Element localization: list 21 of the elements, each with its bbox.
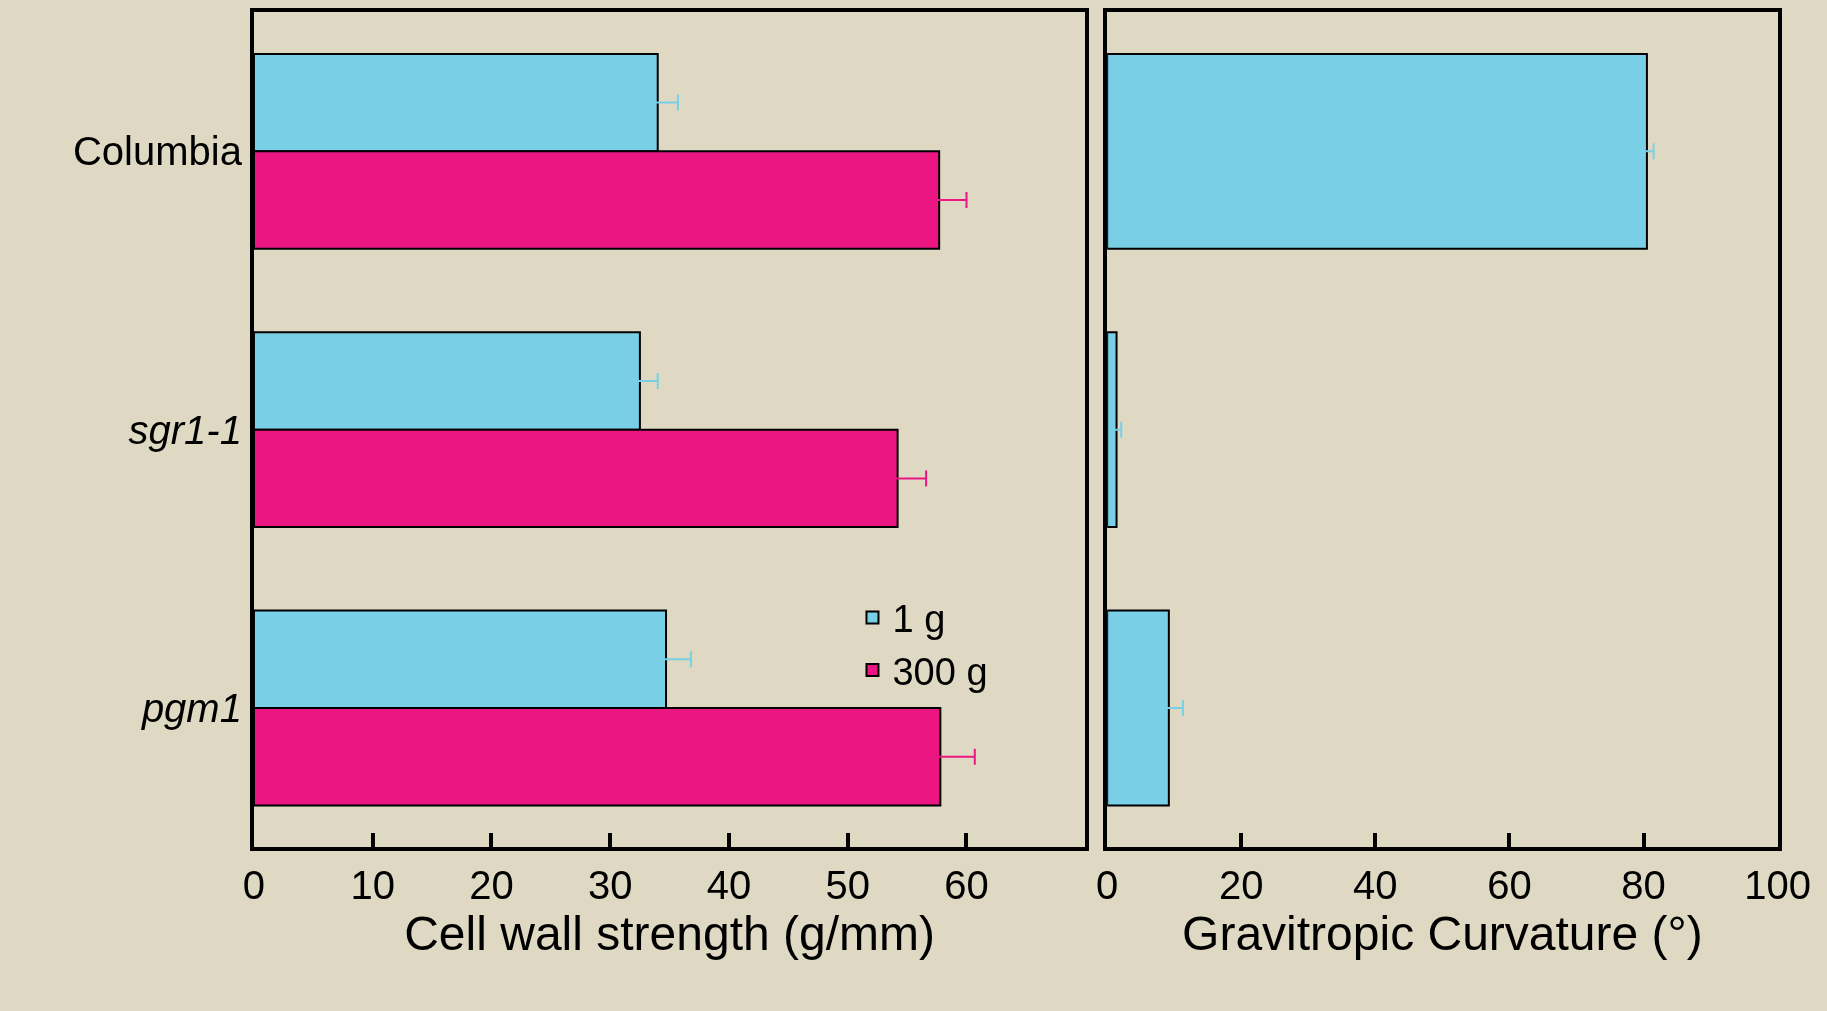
x-tick-label: 100 bbox=[1744, 863, 1812, 908]
x-tick-label: 20 bbox=[469, 863, 514, 908]
x-tick-label: 0 bbox=[1096, 863, 1119, 908]
y-tick-label: Columbia bbox=[72, 129, 243, 174]
legend-label: 1 g bbox=[892, 598, 946, 641]
x-tick-label: 30 bbox=[587, 863, 633, 908]
legend-label: 300 g bbox=[892, 650, 988, 693]
x-axis-title: Gravitropic Curvature (°) bbox=[1182, 907, 1703, 961]
x-tick-label: 50 bbox=[825, 863, 870, 908]
x-tick-label: 0 bbox=[242, 863, 266, 908]
x-tick-label: 10 bbox=[350, 863, 395, 908]
x-tick-label: 80 bbox=[1621, 863, 1666, 908]
y-tick-label: pgm1 bbox=[140, 686, 242, 731]
x-tick-label: 60 bbox=[944, 863, 989, 908]
x-tick-label: 20 bbox=[1219, 863, 1264, 908]
x-axis-title: Cell wall strength (g/mm) bbox=[404, 907, 935, 961]
x-tick-label: 60 bbox=[1487, 863, 1532, 908]
bar bbox=[1107, 331, 1118, 529]
y-tick-label: sgr1-1 bbox=[128, 407, 242, 452]
x-tick-label: 40 bbox=[706, 863, 752, 908]
x-tick-label: 40 bbox=[1353, 863, 1398, 908]
